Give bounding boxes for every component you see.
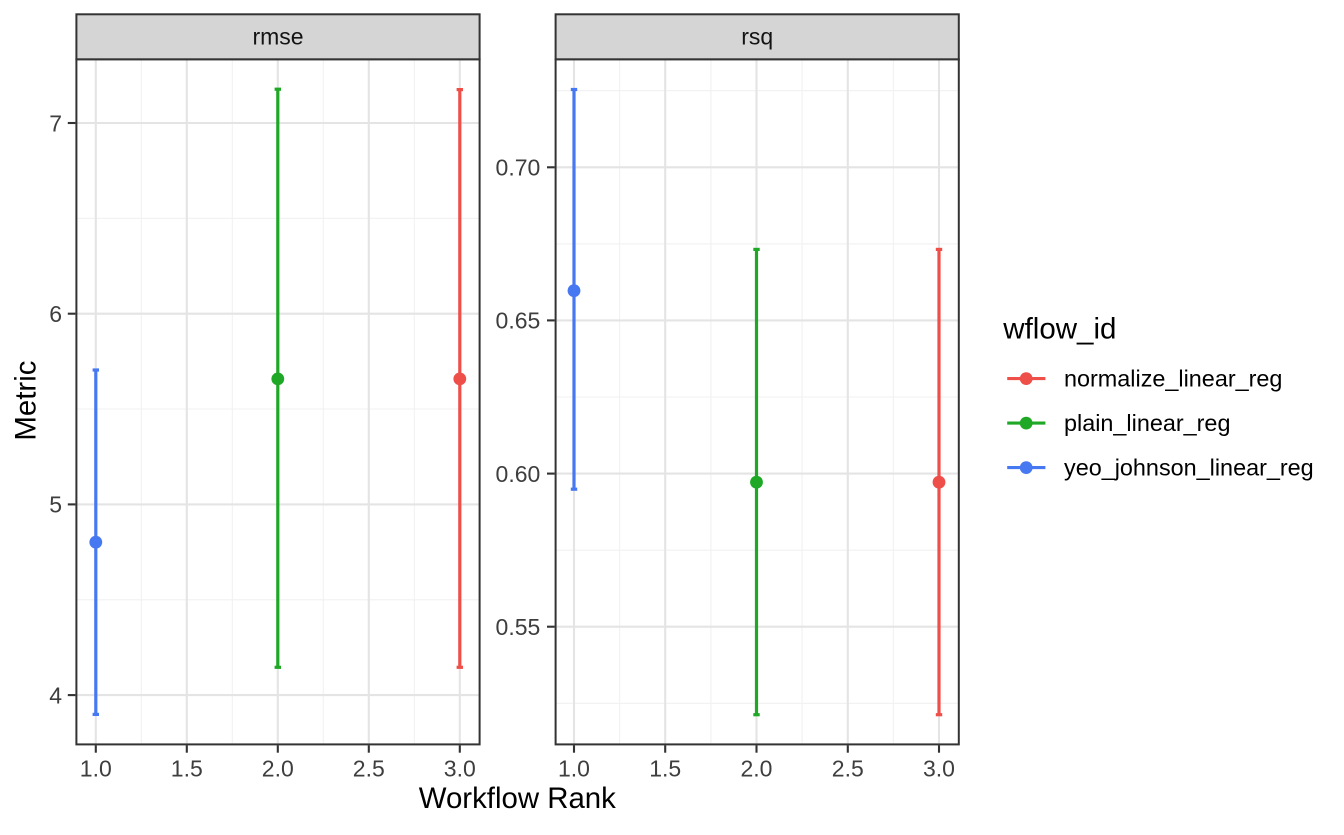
svg-text:2.0: 2.0 [262,755,294,781]
svg-text:0.70: 0.70 [496,155,541,181]
svg-text:2.5: 2.5 [353,755,385,781]
svg-text:5: 5 [49,492,62,518]
svg-text:Metric: Metric [9,361,42,441]
svg-text:1.5: 1.5 [649,755,681,781]
svg-text:rsq: rsq [741,24,773,50]
svg-text:0.60: 0.60 [496,461,541,487]
svg-text:Workflow Rank: Workflow Rank [419,782,616,815]
svg-text:yeo_johnson_linear_reg: yeo_johnson_linear_reg [1064,454,1314,480]
svg-text:4: 4 [49,682,62,708]
svg-text:normalize_linear_reg: normalize_linear_reg [1064,365,1282,391]
svg-text:3.0: 3.0 [444,755,476,781]
svg-text:1.5: 1.5 [171,755,203,781]
svg-text:1.0: 1.0 [80,755,112,781]
svg-text:wflow_id: wflow_id [1002,312,1116,345]
svg-text:plain_linear_reg: plain_linear_reg [1064,410,1230,436]
svg-text:2.0: 2.0 [741,755,773,781]
svg-text:0.65: 0.65 [496,308,541,334]
svg-text:6: 6 [49,301,62,327]
svg-text:0.55: 0.55 [496,614,541,640]
svg-text:2.5: 2.5 [832,755,864,781]
svg-text:1.0: 1.0 [558,755,590,781]
svg-text:7: 7 [49,110,62,136]
svg-text:rmse: rmse [252,24,303,50]
svg-text:3.0: 3.0 [923,755,955,781]
